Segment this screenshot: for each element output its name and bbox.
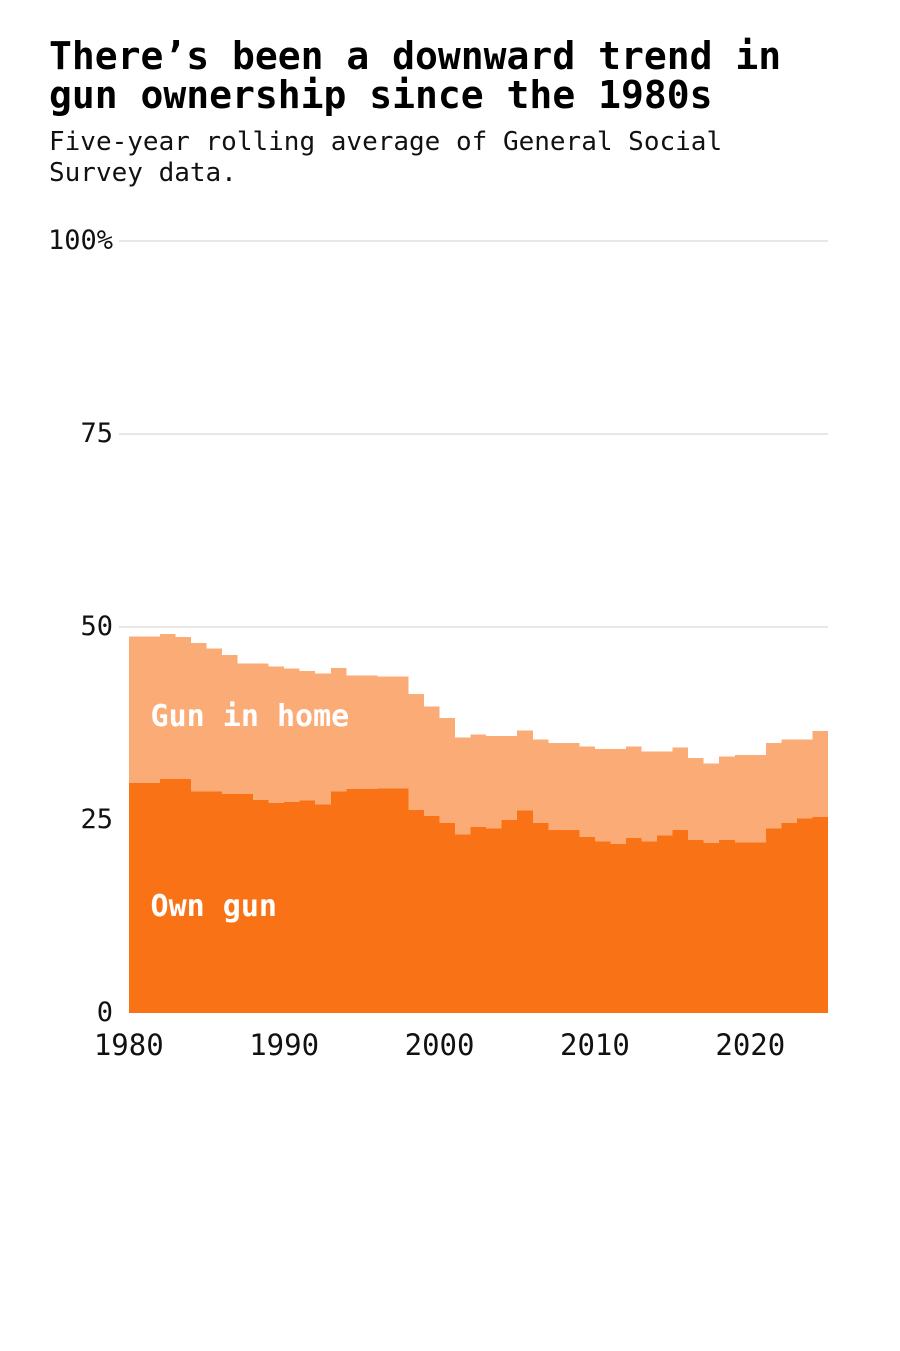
- area-series: [128, 633, 828, 1013]
- series-label-own-gun: Own gun: [150, 888, 277, 924]
- y-tick-label: 0: [96, 997, 113, 1028]
- y-tick-label: 100%: [47, 225, 113, 256]
- x-tick-label: 1990: [249, 1028, 320, 1062]
- x-tick-label: 2000: [404, 1028, 475, 1062]
- x-tick-label: 1980: [93, 1028, 164, 1062]
- x-tick-label: 2010: [560, 1028, 630, 1062]
- series-label-gun-in-home: Gun in home: [150, 698, 350, 734]
- page-title: There’s been a downward trend in gun own…: [49, 34, 782, 117]
- area-own-gun: [128, 779, 828, 1013]
- y-tick-label: 50: [80, 611, 113, 642]
- x-tick-label: 2020: [715, 1028, 786, 1062]
- y-tick-label: 25: [80, 804, 113, 835]
- y-tick-label: 75: [80, 418, 113, 449]
- chart-subtitle: Five-year rolling average of General Soc…: [49, 127, 723, 188]
- gridlines: [119, 240, 828, 628]
